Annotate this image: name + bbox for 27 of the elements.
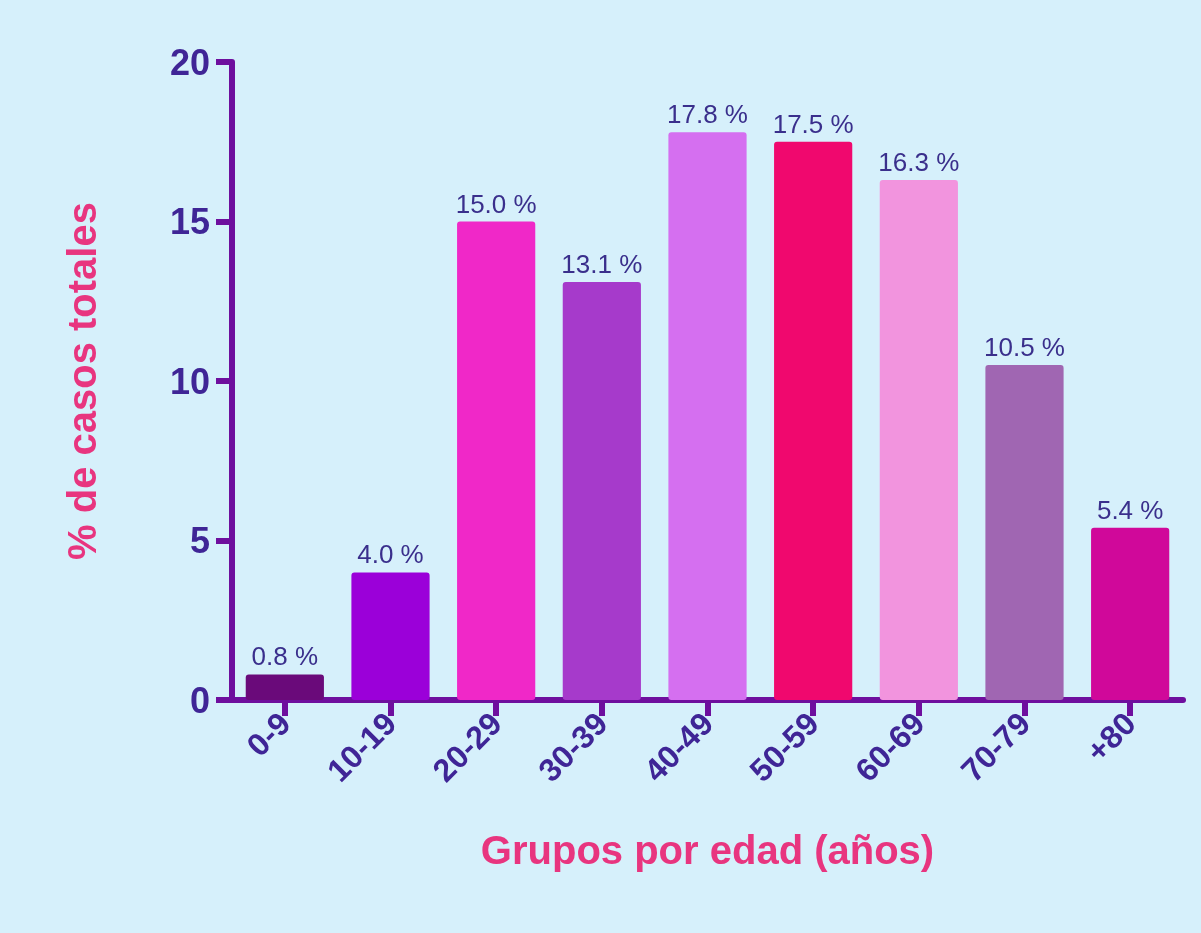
bar — [985, 365, 1064, 700]
bar — [668, 132, 747, 700]
data-label: 16.3 % — [878, 147, 960, 178]
y-axis-title: % de casos totales — [60, 202, 104, 560]
x-tick-label: 0-9 — [239, 705, 298, 764]
data-label: 5.4 % — [1096, 494, 1164, 525]
data-label: 10.5 % — [984, 332, 1065, 363]
bar — [774, 141, 853, 700]
y-tick-label: 0 — [189, 679, 210, 721]
x-tick-label: +80 — [1079, 705, 1143, 770]
data-label: 17.8 % — [667, 99, 748, 130]
y-tick-label: 20 — [169, 41, 210, 83]
y-tick-label: 5 — [189, 520, 210, 561]
data-label: 4.0 % — [357, 539, 424, 570]
x-axis-title: Grupos por edad (años) — [480, 828, 935, 872]
bar — [245, 674, 324, 700]
data-label: 15.0 % — [455, 188, 537, 219]
bar — [1091, 527, 1170, 700]
data-label: 0.8 % — [251, 641, 319, 672]
bar — [879, 180, 958, 700]
y-tick-label: 10 — [169, 360, 210, 402]
y-tick-label: 15 — [169, 201, 210, 242]
data-label: 13.1 % — [561, 249, 643, 280]
bar — [351, 572, 430, 700]
data-label: 17.5 % — [772, 108, 854, 139]
bar — [457, 221, 536, 700]
bar — [562, 282, 641, 700]
